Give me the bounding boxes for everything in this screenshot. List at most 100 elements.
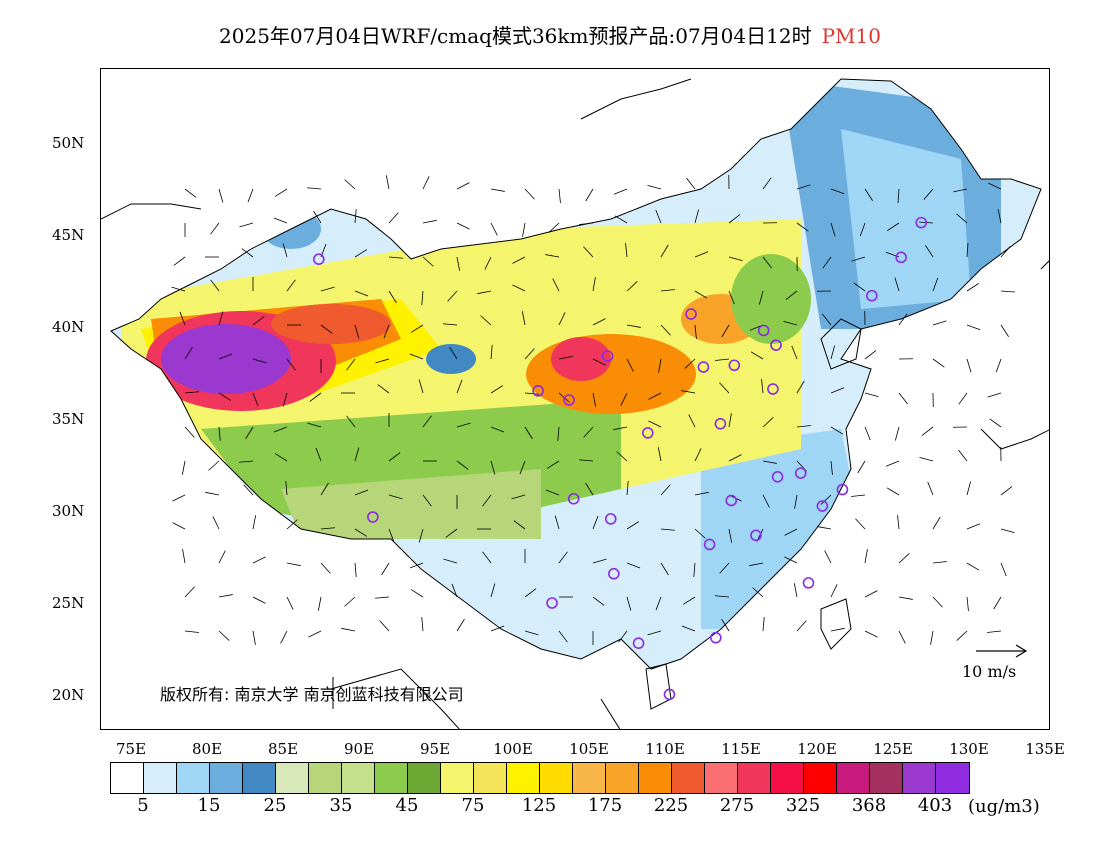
wind-vector [997, 209, 1002, 224]
colorbar-label: 325 [785, 795, 821, 816]
wind-vector [456, 422, 471, 428]
station-marker [697, 361, 710, 373]
wind-vector [648, 420, 662, 428]
wind-vector [626, 324, 641, 328]
colorbar-swatch [507, 763, 540, 793]
wind-vector [822, 313, 832, 326]
lon-130e: 130E [949, 740, 989, 758]
wind-vector [927, 481, 934, 496]
station-marker [728, 359, 741, 372]
wind-vector [546, 460, 560, 469]
wind-vector [688, 414, 696, 428]
wind-vector [762, 256, 772, 269]
colorbar-label: 45 [395, 795, 419, 816]
lon-115e: 115E [721, 740, 761, 758]
wind-vector [512, 284, 526, 292]
wind-vector [286, 358, 296, 371]
wind-vector [898, 596, 913, 600]
wind-vector [252, 392, 259, 407]
wind-vector [252, 316, 265, 326]
station-marker [604, 513, 617, 525]
wind-vector [864, 630, 878, 638]
lon-95e: 95E [419, 740, 451, 758]
wind-vector [851, 256, 866, 262]
wind-vector [864, 188, 873, 201]
colorbar [110, 762, 970, 794]
colorbar-swatch [408, 763, 441, 793]
copyright-text: 版权所有: 南京大学 南京创蓝科技有限公司 [160, 685, 464, 704]
wind-vector [830, 345, 836, 360]
colorbar-label: 403 [917, 795, 953, 816]
wind-vector [864, 590, 878, 598]
wind-vector [728, 528, 733, 543]
wind-vector [864, 392, 879, 398]
wind-vector [273, 217, 288, 224]
wind-vector [592, 558, 607, 564]
wind-vector [410, 589, 424, 598]
wind-vector [184, 346, 193, 360]
wind-vector [958, 449, 968, 462]
lat-40n: 40N [52, 318, 85, 336]
china-border [110, 78, 1042, 670]
fill-tarim-purple [161, 324, 291, 394]
wind-vector [932, 561, 947, 564]
wind-vector [592, 318, 606, 326]
wind-vector [354, 290, 369, 297]
wind-vector [681, 625, 696, 632]
wind-vector [421, 290, 424, 305]
wind-vector [422, 256, 434, 267]
wind-vector [524, 188, 535, 200]
wind-vector [252, 556, 266, 564]
wind-vector [894, 277, 900, 292]
colorbar-swatch [903, 763, 936, 793]
wind-vector [346, 415, 356, 428]
wind-vector [409, 353, 424, 360]
colorbar-label: 35 [329, 795, 353, 816]
wind-vector [422, 494, 432, 507]
wind-vector [252, 630, 256, 645]
colorbar-label: 75 [461, 795, 485, 816]
station-marker [866, 289, 878, 302]
fill-beijing-green [731, 254, 811, 344]
china-fill-group [111, 79, 1041, 669]
wind-vector [522, 222, 526, 237]
wind-vector [309, 392, 322, 402]
station-marker [703, 538, 716, 551]
wind-vector [519, 460, 526, 475]
wind-vector [694, 324, 697, 339]
wind-vector [377, 384, 390, 394]
wind-vector [354, 447, 360, 462]
wind-vector [592, 358, 606, 366]
wind-vector [660, 562, 669, 576]
wind-vector [317, 596, 322, 611]
wind-vector [930, 630, 934, 645]
wind-vector [218, 311, 224, 326]
wind-vector [205, 491, 220, 496]
colorbar-swatch [540, 763, 573, 793]
wind-vector [218, 550, 226, 564]
lon-85e: 85E [267, 740, 299, 758]
wind-vector [557, 426, 560, 441]
pm10-fill [111, 79, 1041, 669]
station-marker [725, 494, 738, 507]
wind-vector [490, 222, 498, 236]
wind-vector [282, 392, 288, 407]
colorbar-label: 275 [719, 795, 755, 816]
wind-reference-label: 10 m/s [962, 662, 1017, 681]
wind-vector [966, 358, 972, 373]
wind-vector [418, 528, 424, 543]
station-markers [313, 216, 928, 701]
wind-vector [383, 324, 390, 339]
wind-vector [282, 243, 288, 258]
wind-vector [626, 596, 632, 611]
wind-vector [247, 188, 254, 203]
wind-vector [354, 528, 368, 537]
station-marker [895, 251, 907, 264]
station-marker [794, 467, 807, 479]
wind-vector [681, 390, 696, 394]
wind-vector [184, 426, 195, 438]
lon-75e: 75E [115, 740, 147, 758]
wind-vector [647, 630, 662, 636]
wind-vector [851, 494, 866, 497]
colorbar-label: 368 [851, 795, 887, 816]
